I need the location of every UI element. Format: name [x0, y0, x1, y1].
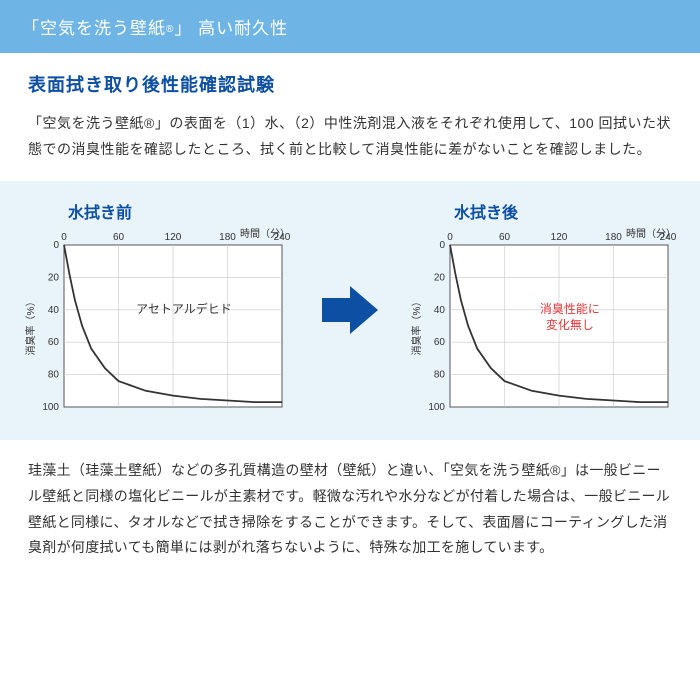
svg-text:40: 40 [48, 305, 60, 316]
svg-text:100: 100 [42, 402, 59, 413]
svg-text:80: 80 [48, 369, 60, 380]
header-title-prefix: 「空気を洗う壁紙 [22, 19, 166, 38]
svg-text:アセトアルデヒド: アセトアルデヒド [136, 301, 232, 316]
svg-text:120: 120 [551, 232, 568, 243]
svg-text:40: 40 [434, 305, 446, 316]
intro-text: 「空気を洗う壁紙®」の表面を（1）水、（2）中性洗剤混入液をそれぞれ使用して、1… [28, 111, 672, 163]
svg-text:100: 100 [428, 402, 445, 413]
svg-text:消臭率（%）: 消臭率（%） [24, 296, 37, 355]
svg-text:消臭率（%）: 消臭率（%） [410, 296, 423, 355]
svg-text:180: 180 [605, 232, 622, 243]
header-title-suffix: 」 高い耐久性 [174, 19, 288, 38]
svg-text:消臭性能に: 消臭性能に [540, 301, 600, 316]
section-title: 表面拭き取り後性能確認試験 [28, 71, 672, 97]
chart-before: 水拭き前 020406080100060120180240時間（分）消臭率（%）… [22, 199, 292, 422]
bottom-text: 珪藻土（珪藻土壁紙）などの多孔質構造の壁材（壁紙）と違い、「空気を洗う壁紙®」は… [0, 440, 700, 562]
svg-text:60: 60 [48, 337, 60, 348]
svg-text:120: 120 [165, 232, 182, 243]
arrow-icon [320, 280, 380, 340]
chart-before-svg: 020406080100060120180240時間（分）消臭率（%）アセトアル… [22, 227, 292, 417]
svg-text:0: 0 [447, 232, 453, 243]
charts-area: 水拭き前 020406080100060120180240時間（分）消臭率（%）… [0, 181, 700, 440]
svg-text:60: 60 [113, 232, 125, 243]
svg-text:変化無し: 変化無し [546, 317, 594, 332]
svg-text:180: 180 [219, 232, 236, 243]
svg-text:20: 20 [434, 272, 446, 283]
chart-before-title: 水拭き前 [68, 199, 292, 223]
chart-after-title: 水拭き後 [454, 199, 678, 223]
svg-text:60: 60 [434, 337, 446, 348]
svg-text:0: 0 [53, 240, 59, 251]
svg-text:0: 0 [61, 232, 67, 243]
svg-text:80: 80 [434, 369, 446, 380]
header-bar: 「空気を洗う壁紙®」 高い耐久性 [0, 0, 700, 53]
svg-text:時間（分）: 時間（分） [240, 228, 290, 240]
chart-after-svg: 020406080100060120180240時間（分）消臭率（%）消臭性能に… [408, 227, 678, 417]
svg-text:20: 20 [48, 272, 60, 283]
chart-after: 水拭き後 020406080100060120180240時間（分）消臭率（%）… [408, 199, 678, 422]
svg-text:60: 60 [499, 232, 511, 243]
svg-text:時間（分）: 時間（分） [626, 228, 676, 240]
svg-text:0: 0 [439, 240, 445, 251]
